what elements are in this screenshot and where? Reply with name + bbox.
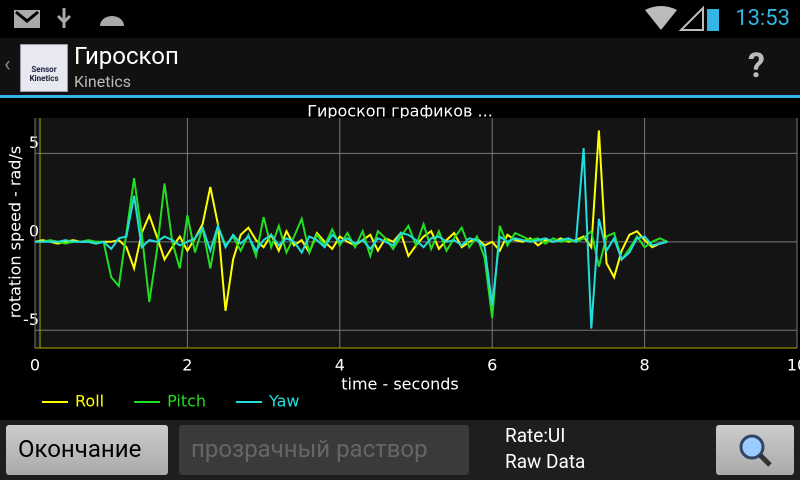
back-chevron[interactable]: ‹ <box>4 52 11 77</box>
action-bar: ‹ Sensor Kinetics Гироскоп Kinetics ? <box>0 38 800 98</box>
x-tick-label: 6 <box>487 356 497 375</box>
legend-label: Yaw <box>268 392 299 411</box>
zoom-button[interactable] <box>716 425 794 475</box>
x-axis-label: time - seconds <box>341 375 459 394</box>
title: Гироскоп <box>74 42 179 70</box>
y-tick-label: 5 <box>29 133 39 152</box>
y-tick-label: -5 <box>23 310 39 329</box>
x-tick-label: 0 <box>30 356 40 375</box>
signal-icons <box>645 6 719 31</box>
subtitle: Kinetics <box>74 72 132 91</box>
series-line <box>35 148 668 329</box>
legend-label: Roll <box>75 392 104 411</box>
app-icon[interactable]: Sensor Kinetics <box>20 44 68 92</box>
rate-label: Rate:UI <box>505 424 566 447</box>
transparent-button: прозрачный раствор <box>179 425 469 475</box>
icon-text: Kinetics <box>29 74 59 83</box>
x-tick-label: 8 <box>640 356 650 375</box>
y-axis-label: rotation speed - rad/s <box>6 146 25 318</box>
help-button[interactable]: ? <box>748 46 765 86</box>
clock: 13:53 <box>735 6 790 31</box>
legend-label: Pitch <box>167 392 206 411</box>
mode-label: Raw Data <box>505 450 586 473</box>
plot-area <box>35 118 797 348</box>
x-tick-label: 10 <box>787 356 800 375</box>
y-tick-label: 0 <box>29 221 39 240</box>
chart: Гироскоп графиков ... rotation speed - r… <box>6 102 800 411</box>
x-tick-label: 4 <box>335 356 345 375</box>
zoom-icon <box>739 434 772 467</box>
status-bar: 13:53 <box>0 0 800 38</box>
status-icons <box>14 8 124 28</box>
chart-title: Гироскоп графиков ... <box>307 102 493 121</box>
stop-button[interactable]: Окончание <box>6 425 168 475</box>
icon-text: Sensor <box>31 65 57 74</box>
bottom-bar: Окончание прозрачный раствор Rate:UI Raw… <box>0 420 800 480</box>
x-tick-label: 2 <box>182 356 192 375</box>
